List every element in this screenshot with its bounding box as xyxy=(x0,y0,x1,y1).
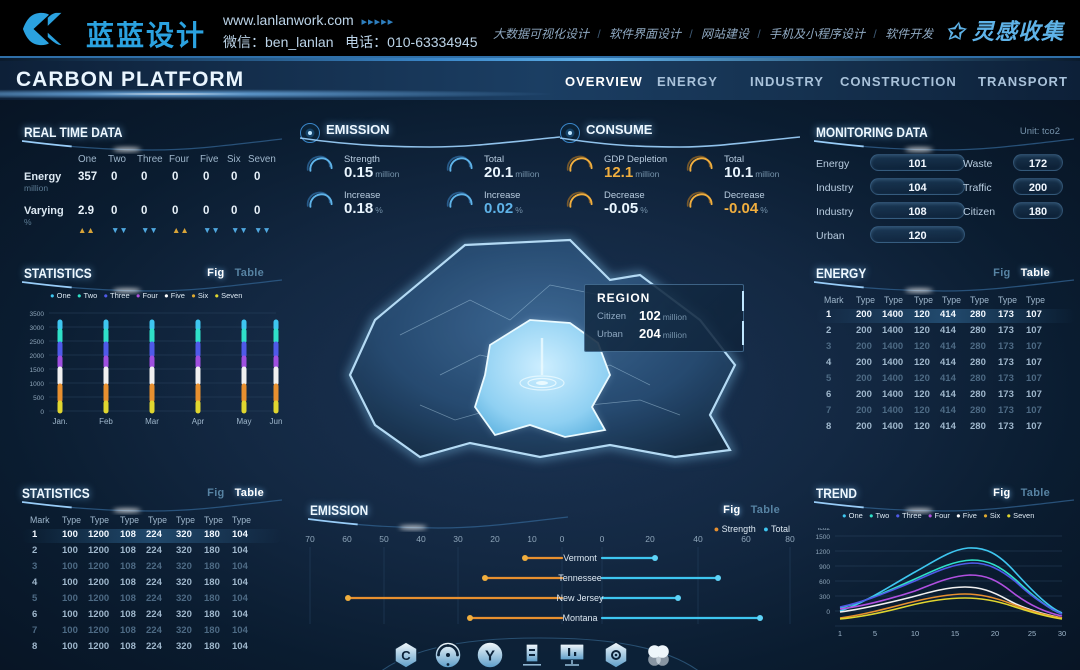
svg-text:Jan.: Jan. xyxy=(52,417,67,426)
svg-text:500: 500 xyxy=(33,395,44,402)
svg-text:10: 10 xyxy=(527,536,537,544)
svg-text:3000: 3000 xyxy=(30,325,45,332)
svg-text:2000: 2000 xyxy=(30,353,45,360)
svg-text:3500: 3500 xyxy=(30,311,45,318)
svg-text:30: 30 xyxy=(1058,629,1066,638)
svg-text:0: 0 xyxy=(600,536,605,544)
svg-text:Apr: Apr xyxy=(192,417,205,426)
svg-text:40: 40 xyxy=(693,536,703,544)
svg-text:1200: 1200 xyxy=(816,549,831,556)
svg-text:Vermont: Vermont xyxy=(563,553,597,563)
svg-text:0: 0 xyxy=(40,409,44,416)
svg-text:25: 25 xyxy=(1028,629,1036,638)
svg-text:1000: 1000 xyxy=(30,381,45,388)
svg-text:1500: 1500 xyxy=(30,367,45,374)
svg-text:0: 0 xyxy=(826,609,830,616)
svg-text:600: 600 xyxy=(819,579,830,586)
svg-text:80: 80 xyxy=(785,536,795,544)
svg-text:20: 20 xyxy=(490,536,500,544)
svg-text:60: 60 xyxy=(342,536,352,544)
svg-text:Feb: Feb xyxy=(99,417,113,426)
svg-text:Tennessee: Tennessee xyxy=(558,573,602,583)
svg-text:50: 50 xyxy=(379,536,389,544)
svg-text:Montana: Montana xyxy=(562,613,597,623)
svg-text:1500: 1500 xyxy=(816,534,831,541)
svg-text:2500: 2500 xyxy=(30,339,45,346)
svg-text:300: 300 xyxy=(819,594,830,601)
svg-text:5: 5 xyxy=(873,629,877,638)
svg-text:20: 20 xyxy=(645,536,655,544)
svg-text:tco2: tco2 xyxy=(818,528,831,532)
svg-text:30: 30 xyxy=(453,536,463,544)
svg-text:New Jersey: New Jersey xyxy=(556,593,604,603)
svg-text:60: 60 xyxy=(741,536,751,544)
svg-text:May: May xyxy=(236,417,251,426)
svg-text:70: 70 xyxy=(305,536,315,544)
svg-text:Y: Y xyxy=(485,648,495,665)
svg-text:10: 10 xyxy=(911,629,919,638)
svg-text:20: 20 xyxy=(991,629,999,638)
svg-text:15: 15 xyxy=(951,629,959,638)
svg-text:Mar: Mar xyxy=(145,417,159,426)
svg-text:40: 40 xyxy=(416,536,426,544)
svg-text:900: 900 xyxy=(819,564,830,571)
svg-text:0: 0 xyxy=(560,536,565,544)
svg-text:C: C xyxy=(401,648,411,663)
svg-text:1: 1 xyxy=(838,629,842,638)
